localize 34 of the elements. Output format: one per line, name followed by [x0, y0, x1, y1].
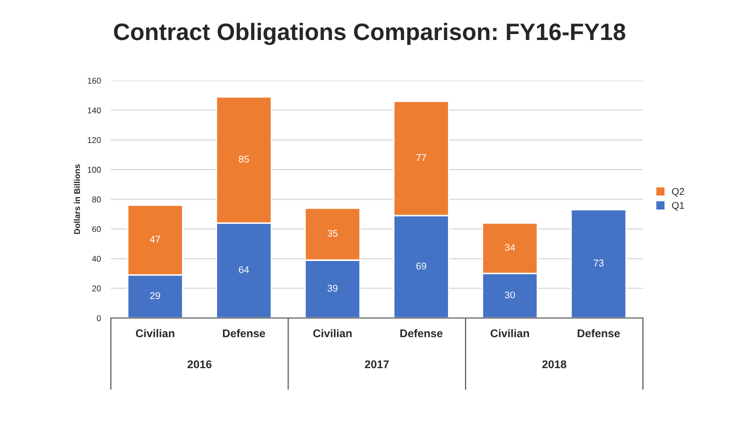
- y-tick-label: 100: [88, 166, 101, 173]
- y-tick-label: 140: [88, 107, 101, 114]
- data-label: 69: [416, 262, 426, 270]
- x-tick-label: Civilian: [313, 329, 352, 338]
- y-tick-label: 60: [92, 226, 101, 232]
- y-tick-label: 80: [92, 196, 101, 202]
- x-tick-label: Defense: [578, 329, 620, 338]
- text: 2017: [364, 360, 389, 368]
- legend-label: Q2: [672, 188, 684, 197]
- y-tick-label: 0: [96, 315, 101, 322]
- y-axis-title: Dollars in Billions: [74, 164, 80, 234]
- x-tick-label: Civilian: [490, 329, 529, 338]
- y-tick-label: 160: [88, 78, 101, 84]
- data-label: 64: [238, 266, 249, 274]
- text: 2018: [542, 360, 566, 368]
- y-tick-label: 120: [88, 137, 101, 144]
- data-label: 77: [416, 154, 426, 161]
- text: 2016: [188, 360, 212, 368]
- data-label: 30: [504, 291, 515, 298]
- y-tick-label: 40: [92, 256, 101, 262]
- legend-label: Q1: [672, 202, 684, 211]
- data-label: 39: [328, 284, 338, 292]
- bar: [570, 208, 627, 318]
- x-tick-label: Defense: [400, 329, 442, 338]
- data-label: 35: [328, 230, 338, 237]
- chart-title: Contract Obligations Comparison: FY16-FY18: [114, 22, 626, 45]
- y-tick-label: 20: [92, 286, 101, 292]
- data-label: 85: [238, 156, 249, 163]
- x-tick-label: Defense: [223, 329, 266, 338]
- x-tick-label: Civilian: [136, 329, 174, 338]
- data-label: 34: [504, 244, 516, 251]
- data-label: 29: [150, 292, 160, 300]
- data-label: 73: [594, 260, 604, 266]
- data-label: 47: [150, 236, 160, 243]
